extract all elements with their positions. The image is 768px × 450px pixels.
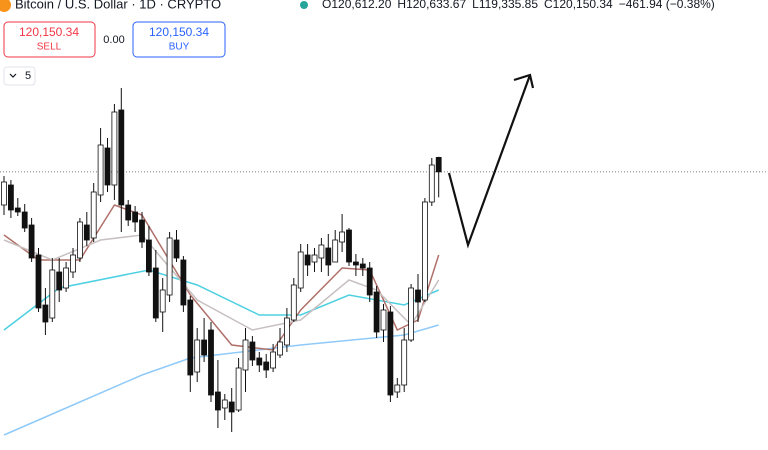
- indicator-toggle[interactable]: 5: [3, 66, 36, 86]
- candle-body: [332, 239, 339, 263]
- candle-body: [242, 339, 249, 371]
- candle-body: [28, 224, 35, 259]
- moving-average: [3, 269, 439, 331]
- candle-body: [297, 251, 304, 289]
- candle-body: [77, 221, 83, 259]
- candle-body: [421, 201, 428, 301]
- candle-body: [221, 399, 228, 409]
- sell-label[interactable]: SELL: [37, 42, 62, 53]
- candle-body: [194, 339, 201, 373]
- candle-body: [366, 267, 373, 296]
- bitcoin-icon: [0, 0, 11, 12]
- candle-body: [104, 147, 111, 186]
- buy-box[interactable]: [132, 21, 226, 58]
- annotation-arrow: [447, 74, 532, 249]
- candle-body: [283, 317, 290, 346]
- candle-body: [256, 357, 263, 366]
- candle-body: [111, 111, 118, 186]
- ohlc-value: 120,612.20: [331, 0, 391, 11]
- candle-body: [214, 391, 221, 411]
- candle-body: [263, 361, 270, 371]
- candle-body: [7, 184, 14, 211]
- moving-average: [3, 324, 439, 436]
- sell-button[interactable]: 120,150.34 SELL: [3, 21, 96, 58]
- candle-body: [139, 219, 145, 243]
- candle-body: [359, 263, 366, 269]
- candle-body: [346, 229, 352, 263]
- symbol-title: Bitcoin / U.S. Dollar · 1D · CRYPTO: [15, 0, 221, 11]
- market-status: [300, 1, 308, 9]
- candle-body: [401, 339, 408, 386]
- candle-body: [187, 299, 194, 376]
- change: −461.94 (−0.38%): [619, 0, 715, 11]
- candle-body: [290, 284, 297, 321]
- candle-body: [166, 237, 173, 296]
- candle-body: [70, 254, 76, 273]
- sell-price[interactable]: 120,150.34: [19, 25, 79, 39]
- candle-body: [49, 269, 56, 319]
- candle-body: [435, 157, 442, 173]
- ohlc-value: 119,335.85: [479, 0, 538, 11]
- indicator-box[interactable]: [3, 66, 36, 86]
- candle-body: [83, 224, 90, 241]
- candle-body: [201, 339, 208, 356]
- candle-body: [277, 341, 283, 356]
- plot: [0, 88, 768, 436]
- candle-body: [249, 341, 256, 361]
- candle-body: [35, 254, 42, 309]
- candle-body: [325, 247, 332, 266]
- candle-body: [42, 304, 49, 323]
- candle-body: [270, 351, 277, 369]
- ohlc-value: 120,633.67: [406, 0, 466, 11]
- candle-body: [152, 267, 159, 319]
- buy-label[interactable]: BUY: [169, 42, 190, 53]
- candle-body: [235, 367, 242, 411]
- candle-body: [387, 311, 394, 396]
- ohlc-values: O120,612.20 H120,633.67 L119,335.85 C120,15…: [322, 0, 715, 11]
- candle-body: [373, 291, 380, 333]
- candle-body: [408, 287, 415, 341]
- candle-body: [394, 384, 401, 393]
- buy-price[interactable]: 120,150.34: [149, 25, 209, 39]
- candle-body: [118, 109, 125, 206]
- candle-body: [21, 211, 28, 229]
- candle-body: [339, 231, 346, 243]
- candle-body: [208, 329, 214, 396]
- candle-body: [415, 289, 421, 303]
- candle-body: [352, 261, 359, 266]
- moving-average: [3, 234, 440, 331]
- candle-body: [380, 309, 387, 331]
- arrow-head: [513, 73, 535, 89]
- candle-body: [132, 211, 139, 223]
- buy-button[interactable]: 120,150.34 BUY: [132, 21, 226, 58]
- candle-body: [318, 244, 325, 259]
- spread: 0.00: [103, 34, 124, 46]
- candle-body: [311, 254, 318, 263]
- candle-body: [180, 259, 187, 306]
- candle-body: [228, 401, 235, 413]
- candle-body: [1, 181, 7, 206]
- chevron-icon[interactable]: [9, 73, 17, 78]
- ohlc-label: O: [322, 0, 331, 11]
- candle-body: [428, 164, 435, 203]
- ohlc-label: L: [472, 0, 479, 11]
- sell-box[interactable]: [3, 21, 96, 58]
- candle-body: [97, 144, 104, 196]
- candle-body: [125, 204, 132, 221]
- candle-body: [173, 239, 180, 259]
- candle-body: [159, 289, 166, 313]
- candle-body: [14, 207, 21, 213]
- candle-body: [90, 191, 97, 239]
- ohlc-value: 120,150.34: [553, 0, 613, 11]
- ohlc-label: C: [544, 0, 553, 11]
- candle-body: [56, 271, 63, 291]
- candle-body: [145, 239, 152, 273]
- candle-body: [63, 267, 69, 289]
- candle-body: [304, 254, 311, 266]
- indicator-count[interactable]: 5: [25, 70, 31, 82]
- moving-average: [3, 204, 440, 351]
- ohlc-label: H: [397, 0, 406, 11]
